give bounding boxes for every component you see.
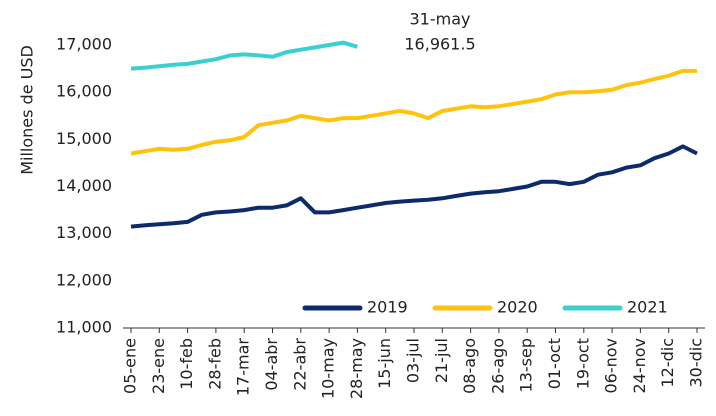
x-tick-label: 05-ene: [121, 338, 140, 394]
x-tick-label: 04-abr: [262, 338, 281, 391]
x-tick-label: 26-ago: [488, 338, 507, 394]
x-tick-label: 17-mar: [234, 338, 253, 397]
x-tick-label: 03-jul: [404, 338, 423, 383]
x-tick-label: 23-ene: [149, 338, 168, 394]
x-tick-label: 30-dic: [687, 338, 706, 388]
annotation-date: 31-may: [410, 10, 471, 29]
y-tick-label: 12,000: [56, 270, 112, 289]
x-tick-label: 22-abr: [290, 338, 309, 391]
y-tick-label: 17,000: [56, 35, 112, 54]
y-tick-label: 16,000: [56, 82, 112, 101]
y-tick-label: 15,000: [56, 129, 112, 148]
x-tick-label: 28-feb: [205, 338, 224, 390]
x-tick-label: 10-may: [319, 338, 338, 399]
x-tick-label: 10-feb: [177, 338, 196, 390]
y-axis-label: Millones de USD: [18, 45, 37, 175]
legend-label: 2020: [497, 298, 538, 317]
series-line: [131, 71, 697, 154]
x-tick-label: 15-jun: [375, 338, 394, 389]
x-tick-label: 12-dic: [658, 338, 677, 388]
series-line: [131, 43, 357, 69]
chart: Millones de USD 31-may 16,961.5 11,000 12…: [0, 0, 716, 416]
series-line: [131, 146, 697, 226]
x-tick-label: 21-jul: [432, 338, 451, 383]
x-tick-label: 19-oct: [573, 338, 592, 389]
y-tick-label: 13,000: [56, 223, 112, 242]
x-tick-label: 08-ago: [460, 338, 479, 394]
x-tick-label: 28-may: [347, 338, 366, 399]
legend-label: 2021: [627, 298, 668, 317]
annotation-value: 16,961.5: [404, 35, 475, 54]
y-tick-label: 11,000: [56, 318, 112, 337]
x-tick-label: 13-sep: [517, 338, 536, 392]
legend-label: 2019: [367, 298, 408, 317]
x-tick-label: 01-oct: [545, 338, 564, 389]
x-tick-label: 06-nov: [602, 338, 621, 394]
x-tick-label: 24-nov: [630, 338, 649, 394]
y-tick-label: 14,000: [56, 176, 112, 195]
